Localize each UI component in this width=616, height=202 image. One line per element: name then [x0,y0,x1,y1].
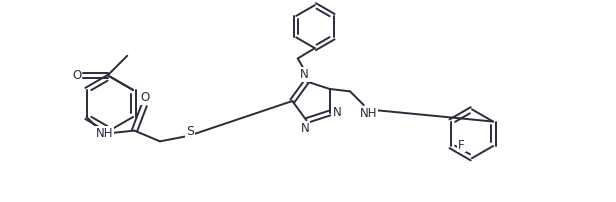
Text: NH: NH [360,107,378,120]
Text: S: S [186,125,194,138]
Text: NH: NH [95,126,113,140]
Text: F: F [458,139,465,152]
Text: O: O [72,69,81,82]
Text: N: N [301,122,309,135]
Text: N: N [300,68,309,81]
Text: N: N [333,106,342,119]
Text: O: O [140,91,150,104]
